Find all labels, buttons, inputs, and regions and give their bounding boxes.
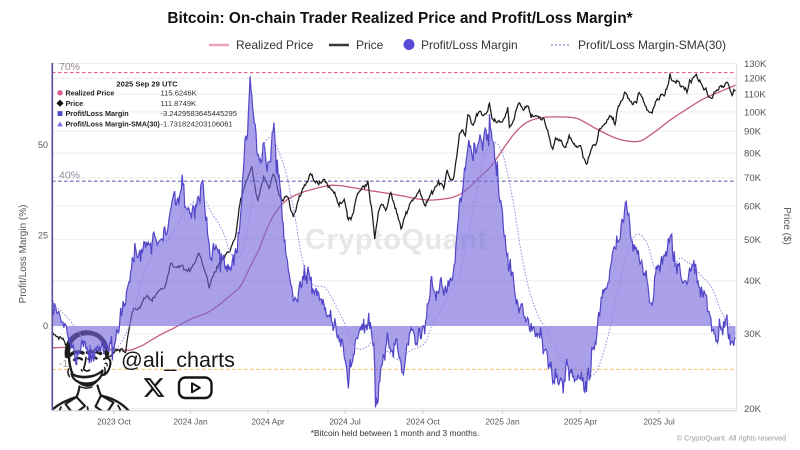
svg-text:25: 25 — [38, 231, 48, 241]
svg-text:2025 Jan: 2025 Jan — [485, 416, 520, 426]
svg-text:130K: 130K — [744, 59, 767, 70]
svg-text:50: 50 — [38, 140, 48, 150]
svg-text:110K: 110K — [744, 90, 766, 101]
svg-text:60K: 60K — [744, 201, 762, 212]
svg-text:Price: Price — [356, 38, 384, 52]
svg-text:2024 Apr: 2024 Apr — [251, 416, 284, 426]
svg-text:2025 Apr: 2025 Apr — [564, 416, 597, 426]
svg-text:90K: 90K — [744, 127, 762, 138]
svg-text:*Bitcoin held between 1 month: *Bitcoin held between 1 month and 3 mont… — [311, 428, 480, 438]
svg-text:Realized Price: Realized Price — [66, 88, 115, 97]
svg-text:Profit/Loss Margin (%): Profit/Loss Margin (%) — [18, 205, 29, 304]
svg-text:30K: 30K — [744, 329, 762, 340]
svg-text:111.8749K: 111.8749K — [161, 99, 197, 108]
svg-text:120K: 120K — [744, 74, 767, 85]
svg-text:80K: 80K — [744, 148, 762, 159]
svg-text:Profit/Loss Margin-SMA(30): Profit/Loss Margin-SMA(30) — [66, 120, 161, 129]
svg-text:70K: 70K — [744, 173, 762, 184]
svg-text:40K: 40K — [744, 276, 762, 287]
svg-text:115.6246K: 115.6246K — [161, 88, 197, 97]
svg-text:2024 Oct: 2024 Oct — [406, 416, 440, 426]
svg-text:2025 Jul: 2025 Jul — [643, 416, 675, 426]
svg-text:2024 Jul: 2024 Jul — [329, 416, 361, 426]
svg-text:Bitcoin: On-chain Trader Reali: Bitcoin: On-chain Trader Realized Price … — [167, 10, 632, 27]
svg-text:2023 Oct: 2023 Oct — [97, 416, 131, 426]
svg-text:Profit/Loss Margin: Profit/Loss Margin — [421, 38, 518, 52]
svg-text:20K: 20K — [744, 404, 762, 415]
svg-text:70%: 70% — [59, 61, 80, 73]
svg-text:0: 0 — [43, 321, 48, 331]
svg-text:@ali_charts: @ali_charts — [121, 348, 235, 372]
svg-text:© CryptoQuant. All rights rese: © CryptoQuant. All rights reserved — [677, 434, 786, 443]
svg-text:Profit/Loss Margin-SMA(30): Profit/Loss Margin-SMA(30) — [578, 38, 726, 52]
svg-text:Profit/Loss Margin: Profit/Loss Margin — [66, 109, 129, 118]
svg-text:Price ($): Price ($) — [781, 207, 792, 245]
svg-text:50K: 50K — [744, 235, 762, 246]
svg-text:-3.2429583645445295: -3.2429583645445295 — [161, 109, 237, 118]
svg-text:Price: Price — [66, 99, 84, 108]
svg-text:-1.731824203106061: -1.731824203106061 — [161, 120, 233, 129]
svg-text:40%: 40% — [59, 170, 80, 182]
svg-text:2024 Jan: 2024 Jan — [173, 416, 208, 426]
svg-text:2025 Sep 29 UTC: 2025 Sep 29 UTC — [116, 80, 178, 89]
svg-text:100K: 100K — [744, 107, 767, 118]
svg-text:Realized Price: Realized Price — [236, 38, 314, 52]
